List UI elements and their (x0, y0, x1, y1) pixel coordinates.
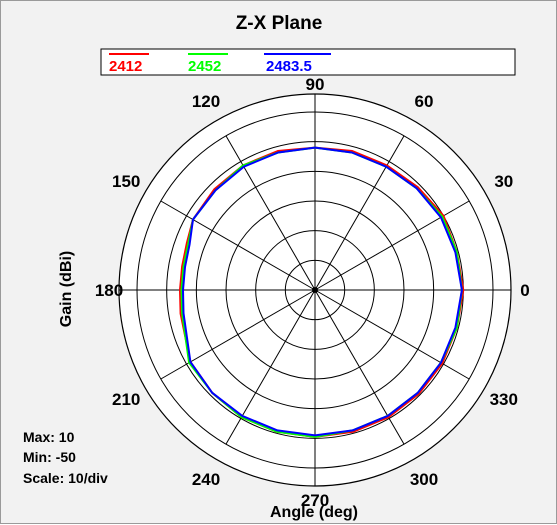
grid-spoke (314, 289, 470, 380)
angle-tick-30: 30 (494, 172, 513, 191)
legend-label-2483-5: 2483.5 (266, 58, 312, 75)
grid-spoke (160, 289, 316, 380)
series-line-2483-5 (182, 146, 463, 437)
legend-label-2412: 2412 (109, 58, 142, 75)
angle-tick-120: 120 (192, 92, 220, 111)
grid-spoke (160, 200, 316, 291)
chart-title: Z-X Plane (236, 13, 323, 34)
grid-spoke (225, 289, 316, 445)
angle-tick-180: 180 (95, 281, 123, 300)
angle-tick-240: 240 (192, 470, 220, 489)
angle-tick-90: 90 (306, 75, 325, 94)
polar-grid (118, 93, 512, 487)
legend: 2412 2452 2483.5 (100, 48, 516, 76)
angle-tick-270: 270 (301, 491, 329, 510)
angle-tick-150: 150 (112, 172, 140, 191)
angle-tick-300: 300 (410, 470, 438, 489)
legend-label-2452: 2452 (188, 58, 221, 75)
grid-spoke (225, 135, 316, 291)
x-axis-label: Angle (deg) (270, 504, 358, 521)
min-label: Min: -50 (23, 449, 76, 465)
center-point (312, 287, 318, 293)
y-axis-label: Gain (dBi) (58, 251, 75, 327)
angle-tick-330: 330 (490, 390, 518, 409)
grid-spoke (314, 135, 405, 291)
data-series (179, 146, 465, 438)
angle-tick-0: 0 (520, 281, 529, 300)
angle-tick-labels: 0 30 60 90 120 150 180 210 240 270 300 330 (95, 75, 530, 510)
angle-tick-60: 60 (415, 92, 434, 111)
max-label: Max: 10 (23, 429, 75, 445)
scale-label: Scale: 10/div (23, 470, 108, 486)
angle-tick-210: 210 (112, 390, 140, 409)
grid-spoke (314, 289, 405, 445)
series-line-2412 (179, 146, 465, 438)
